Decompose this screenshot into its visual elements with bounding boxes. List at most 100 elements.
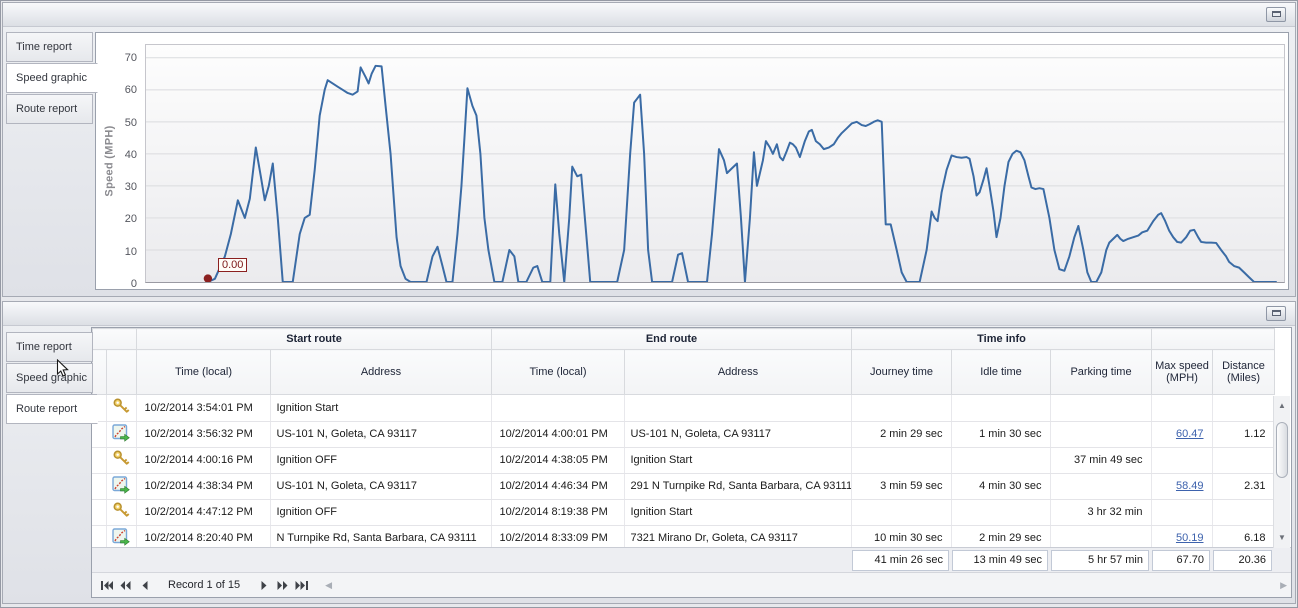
table-row[interactable]: 10/2/2014 4:47:12 PM Ignition OFF 10/2/2…	[92, 499, 1274, 526]
tab-route-report[interactable]: Route report	[6, 94, 93, 124]
start-time-cell: 10/2/2014 8:20:40 PM	[136, 525, 271, 547]
idle-time-cell: 1 min 30 sec	[951, 421, 1051, 448]
journey-time-cell: 3 min 59 sec	[851, 473, 952, 500]
start-address-cell: US-101 N, Goleta, CA 93117	[270, 421, 492, 448]
hscroll-right-icon[interactable]: ▶	[1280, 579, 1287, 590]
tab-time-report[interactable]: Time report	[6, 32, 93, 62]
max-speed-cell	[1151, 447, 1213, 474]
col-journey-time[interactable]: Journey time	[851, 349, 952, 395]
summary-max-speed: 67.70	[1152, 550, 1210, 571]
col-end-time[interactable]: Time (local)	[491, 349, 625, 395]
route-map-icon	[112, 475, 130, 494]
col-end-address[interactable]: Address	[624, 349, 852, 395]
start-address-cell: US-101 N, Goleta, CA 93117	[270, 473, 492, 500]
scroll-thumb[interactable]	[1276, 422, 1288, 478]
y-tick-label: 20	[124, 213, 137, 226]
parking-time-cell	[1050, 395, 1152, 422]
end-time-cell: 10/2/2014 4:46:34 PM	[491, 473, 625, 500]
hscroll-left-icon[interactable]: ◀	[325, 579, 333, 590]
start-address-cell: Ignition Start	[270, 395, 492, 422]
table-row[interactable]: 10/2/2014 3:54:01 PM Ignition Start	[92, 395, 1274, 422]
y-tick-label: 50	[124, 116, 137, 129]
end-address-cell: 7321 Mirano Dr, Goleta, CA 93117	[624, 525, 852, 547]
journey-time-cell: 2 min 29 sec	[851, 421, 952, 448]
col-idle-time[interactable]: Idle time	[951, 349, 1051, 395]
route-panel-header	[3, 302, 1295, 326]
idle-time-cell	[951, 395, 1051, 422]
col-start-time[interactable]: Time (local)	[136, 349, 271, 395]
start-time-cell: 10/2/2014 3:56:32 PM	[136, 421, 271, 448]
parking-time-cell	[1050, 525, 1152, 547]
table-row[interactable]: 10/2/2014 8:20:40 PM N Turnpike Rd, Sant…	[92, 525, 1274, 547]
col-indicator	[92, 349, 107, 395]
maximize-icon[interactable]	[1266, 7, 1286, 22]
end-time-cell	[491, 395, 625, 422]
idle-time-cell	[951, 447, 1051, 474]
end-address-cell: 291 N Turnpike Rd, Santa Barbara, CA 931…	[624, 473, 852, 500]
record-navigator: Record 1 of 15 ◀ ▶	[92, 572, 1291, 597]
y-tick-label: 30	[124, 181, 137, 194]
ignition-key-icon	[113, 502, 129, 517]
group-header-time-info[interactable]: Time info	[850, 328, 1153, 350]
tab-speed-graphic[interactable]: Speed graphic	[6, 363, 93, 393]
journey-time-cell	[851, 499, 952, 526]
speed-chart: Speed (MPH) 0 10 20 30 40 50 60 70 0.00	[95, 32, 1289, 290]
nav-next-button[interactable]	[254, 576, 273, 595]
grid-header: Start route End route Time info Time (lo…	[92, 328, 1276, 395]
table-row[interactable]: 10/2/2014 4:38:34 PM US-101 N, Goleta, C…	[92, 473, 1274, 500]
summary-parking-time: 5 hr 57 min	[1051, 550, 1149, 571]
max-speed-cell	[1151, 395, 1213, 422]
maximize-glyph	[1271, 310, 1281, 316]
y-tick-label: 60	[124, 84, 137, 97]
parking-time-cell: 37 min 49 sec	[1050, 447, 1152, 474]
table-row[interactable]: 10/2/2014 3:56:32 PM US-101 N, Goleta, C…	[92, 421, 1274, 448]
nav-prev-page-button[interactable]	[116, 576, 135, 595]
nav-last-button[interactable]	[292, 576, 311, 595]
col-parking-time[interactable]: Parking time	[1049, 349, 1153, 395]
nav-next-page-button[interactable]	[273, 576, 292, 595]
nav-first-button[interactable]	[97, 576, 116, 595]
distance-cell: 1.12	[1212, 421, 1274, 448]
start-address-cell: Ignition OFF	[270, 447, 492, 474]
distance-cell: 2.31	[1212, 473, 1274, 500]
col-distance[interactable]: Distance (Miles)	[1212, 349, 1276, 395]
y-tick-label: 70	[124, 51, 137, 64]
table-row[interactable]: 10/2/2014 4:00:16 PM Ignition OFF 10/2/2…	[92, 447, 1274, 474]
end-address-cell	[624, 395, 852, 422]
route-map-icon	[112, 527, 130, 546]
y-tick-label: 40	[124, 148, 137, 161]
start-time-cell: 10/2/2014 3:54:01 PM	[136, 395, 271, 422]
tab-speed-graphic[interactable]: Speed graphic	[6, 63, 98, 93]
col-start-address[interactable]: Address	[270, 349, 492, 395]
journey-time-cell: 10 min 30 sec	[851, 525, 952, 547]
group-header-end-route[interactable]: End route	[491, 328, 852, 350]
max-speed-link[interactable]: 50.19	[1175, 532, 1204, 544]
end-time-cell: 10/2/2014 4:38:05 PM	[491, 447, 625, 474]
journey-time-cell	[851, 447, 952, 474]
end-address-cell: Ignition Start	[624, 447, 852, 474]
end-time-cell: 10/2/2014 8:33:09 PM	[491, 525, 625, 547]
parking-time-cell	[1050, 421, 1152, 448]
summary-distance: 20.36	[1213, 550, 1272, 571]
maximize-icon[interactable]	[1266, 306, 1286, 321]
max-speed-link[interactable]: 60.47	[1175, 428, 1204, 440]
scroll-up-icon[interactable]: ▲	[1278, 401, 1286, 410]
tab-route-report[interactable]: Route report	[6, 394, 98, 424]
col-max-speed[interactable]: Max speed (MPH)	[1151, 349, 1214, 395]
ignition-key-icon	[113, 398, 129, 413]
idle-time-cell: 4 min 30 sec	[951, 473, 1051, 500]
max-speed-cell	[1151, 499, 1213, 526]
vertical-scrollbar[interactable]: ▲ ▼	[1273, 396, 1290, 548]
route-report-panel: Time report Speed graphic Route report S…	[2, 301, 1296, 604]
col-icon	[106, 349, 137, 395]
record-count-label: Record 1 of 15	[168, 579, 241, 591]
tab-time-report[interactable]: Time report	[6, 332, 93, 362]
max-speed-link[interactable]: 58.49	[1175, 480, 1204, 492]
summary-row: 41 min 26 sec 13 min 49 sec 5 hr 57 min …	[92, 547, 1291, 573]
nav-prev-button[interactable]	[135, 576, 154, 595]
group-header-empty	[1151, 328, 1276, 350]
group-header-blank	[92, 328, 137, 350]
scroll-down-icon[interactable]: ▼	[1278, 533, 1286, 542]
group-header-start-route[interactable]: Start route	[136, 328, 492, 350]
